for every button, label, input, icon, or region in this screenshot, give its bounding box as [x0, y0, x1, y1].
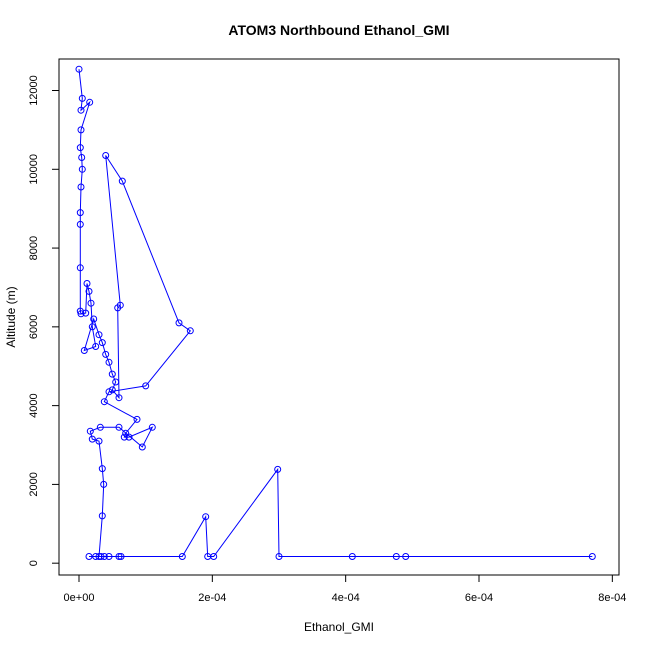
x-tick-label: 0e+00 [64, 592, 95, 604]
data-point [77, 310, 85, 318]
x-tick-label: 4e-04 [332, 592, 360, 604]
data-point [275, 553, 283, 560]
y-tick-label: 2000 [28, 472, 40, 496]
x-tick-label: 2e-04 [198, 592, 226, 604]
data-point [202, 513, 210, 521]
data-point [80, 347, 88, 354]
data-point [76, 264, 84, 272]
data-point [98, 512, 106, 520]
y-axis: 0 2000 4000 6000 8000 10000 12000 [28, 75, 60, 566]
data-point [77, 106, 85, 114]
y-tick-label: 6000 [28, 315, 40, 339]
y-tick-label: 10000 [28, 154, 40, 185]
x-tick-label: 6e-04 [465, 592, 493, 604]
data-point [142, 382, 150, 390]
y-tick-label: 12000 [28, 75, 40, 106]
data-point [210, 553, 218, 560]
data-point [97, 553, 105, 560]
data-point [76, 209, 84, 217]
data-point [86, 98, 94, 106]
data-point [78, 165, 86, 173]
data-point [105, 358, 113, 366]
data-point [105, 388, 113, 396]
data-point [105, 553, 113, 560]
data-point [125, 433, 133, 441]
data-point [148, 423, 156, 431]
data-point [348, 553, 356, 560]
data-point [86, 427, 94, 435]
series-line [78, 69, 593, 557]
x-axis: 0e+00 2e-04 4e-04 6e-04 8e-04 [64, 574, 626, 604]
data-point [98, 465, 106, 473]
data-point [75, 65, 83, 73]
data-point [77, 126, 85, 134]
data-point [85, 553, 93, 560]
data-point [95, 553, 103, 560]
data-point [100, 398, 108, 406]
data-point [90, 315, 98, 323]
data-point [392, 553, 400, 560]
data-point [88, 323, 96, 331]
data-point [78, 94, 86, 102]
data-point [175, 319, 183, 327]
data-point [98, 339, 106, 347]
y-tick-label: 8000 [28, 236, 40, 260]
data-point [92, 553, 100, 560]
data-point [102, 152, 110, 159]
data-point [116, 301, 124, 309]
data-point [92, 343, 100, 350]
y-tick-label: 0 [28, 560, 40, 566]
data-point [115, 394, 123, 402]
data-point [95, 331, 103, 339]
data-point [85, 287, 93, 295]
data-point [115, 553, 123, 560]
x-axis-label: Ethanol_GMI [304, 620, 374, 634]
data-point [76, 144, 84, 152]
data-point [120, 433, 128, 441]
data-point [138, 443, 146, 451]
x-tick-label: 8e-04 [598, 592, 626, 604]
data-point [83, 280, 91, 287]
data-point [112, 378, 120, 386]
data-point [186, 327, 194, 335]
data-point [87, 299, 95, 307]
data-point [100, 480, 108, 488]
data-point [78, 154, 86, 161]
data-point [95, 437, 103, 445]
data-point [108, 370, 116, 378]
data-point [88, 435, 96, 443]
data-point [118, 177, 126, 185]
data-point [82, 309, 90, 317]
data-point [117, 553, 125, 560]
data-point [96, 423, 104, 431]
y-tick-label: 4000 [28, 393, 40, 417]
series-lines [78, 69, 593, 557]
data-point [178, 553, 186, 560]
data-point [588, 553, 596, 560]
data-point [100, 553, 108, 560]
data-point [133, 415, 141, 423]
data-point [76, 220, 84, 228]
data-point [402, 553, 410, 560]
data-point [102, 350, 110, 358]
y-axis-label: Altitude (m) [4, 286, 18, 347]
chart-title: ATOM3 Northbound Ethanol_GMI [228, 22, 449, 38]
series-points [75, 65, 596, 560]
data-point [274, 465, 282, 473]
data-point [115, 423, 123, 431]
data-point [77, 183, 85, 191]
